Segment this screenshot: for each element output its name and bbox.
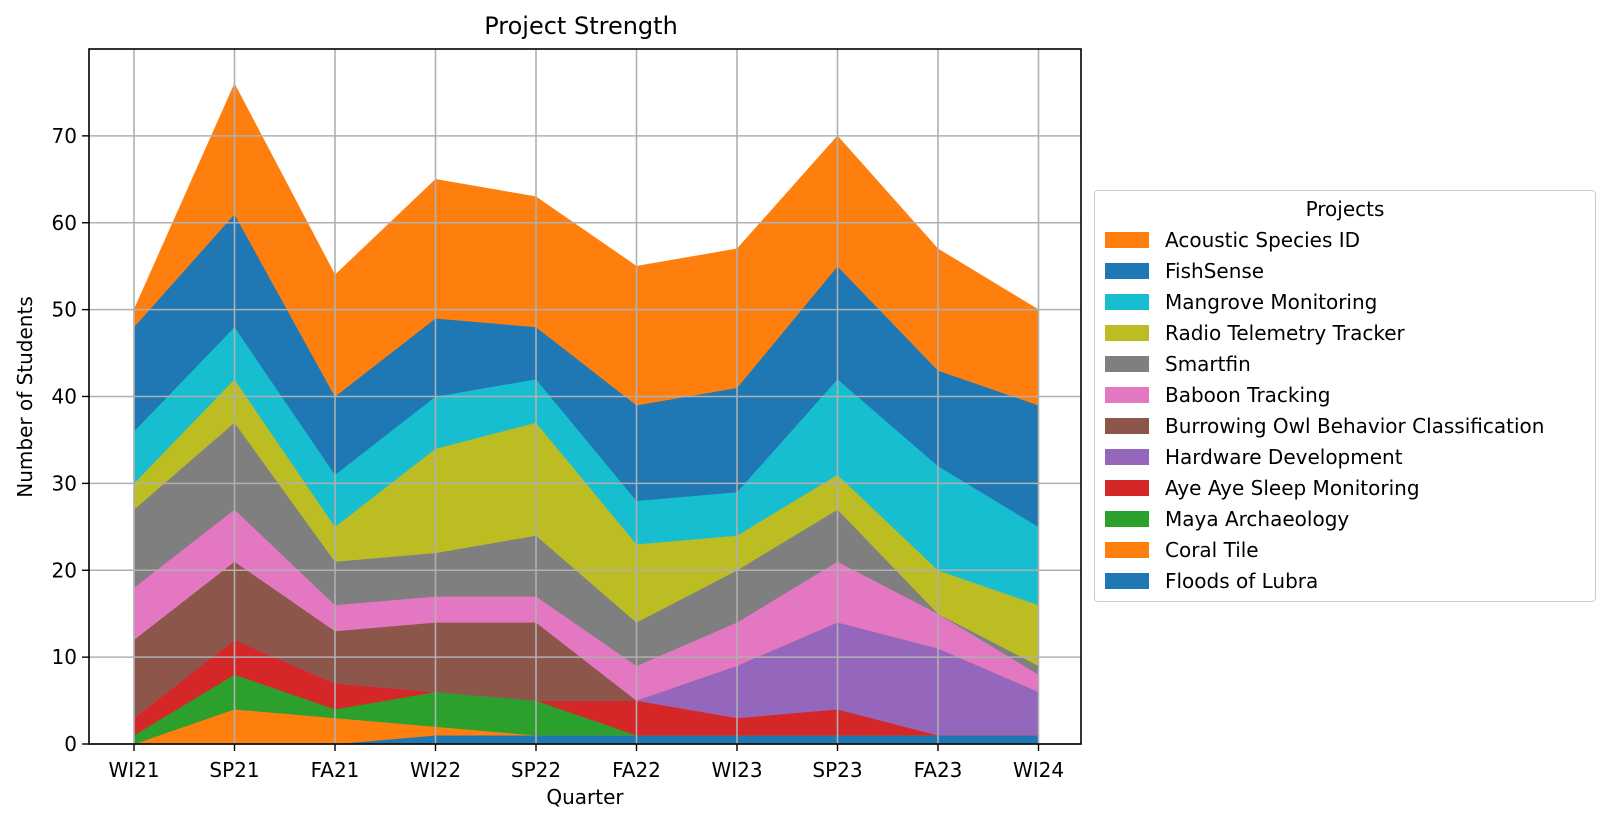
legend-swatch [1105, 573, 1149, 589]
legend-item: Floods of Lubra [1095, 566, 1595, 597]
legend-label: Baboon Tracking [1165, 383, 1331, 407]
legend-item: Coral Tile [1095, 535, 1595, 566]
x-tick-label: FA21 [311, 758, 360, 782]
y-tick-label: 20 [52, 558, 77, 582]
ticks-layer: WI21 SP21 FA21 WI22 SP22 FA22 WI23 SP23 FA23 WI24… [52, 124, 1065, 782]
legend: Projects Acoustic Species ID FishSense Man… [1094, 190, 1596, 602]
legend-label: Coral Tile [1165, 538, 1259, 562]
legend-swatch [1105, 449, 1149, 465]
x-tick-label: WI21 [108, 758, 159, 782]
legend-label: FishSense [1165, 259, 1265, 283]
legend-swatch [1105, 263, 1149, 279]
legend-label: Mangrove Monitoring [1165, 290, 1378, 314]
legend-label: Smartfin [1165, 352, 1251, 376]
legend-item: Smartfin [1095, 349, 1595, 380]
y-axis-label: Number of Students [13, 296, 37, 497]
x-tick-label: FA22 [612, 758, 661, 782]
legend-swatch [1105, 418, 1149, 434]
areas-layer [133, 83, 1039, 745]
legend-label: Floods of Lubra [1165, 569, 1319, 593]
legend-item: Hardware Development [1095, 442, 1595, 473]
legend-item: Mangrove Monitoring [1095, 287, 1595, 318]
legend-swatch [1105, 511, 1149, 527]
legend-swatch [1105, 480, 1149, 496]
legend-items: Acoustic Species ID FishSense Mangrove Mon… [1095, 225, 1595, 597]
x-tick-label: WI22 [410, 758, 461, 782]
y-tick-label: 70 [52, 124, 77, 148]
legend-swatch [1105, 356, 1149, 372]
legend-item: Radio Telemetry Tracker [1095, 318, 1595, 349]
x-tick-label: WI23 [711, 758, 762, 782]
x-tick-label: WI24 [1013, 758, 1064, 782]
legend-item: Baboon Tracking [1095, 380, 1595, 411]
x-tick-label: SP21 [209, 758, 259, 782]
legend-label: Burrowing Owl Behavior Classification [1165, 414, 1545, 438]
legend-item: Burrowing Owl Behavior Classification [1095, 411, 1595, 442]
x-axis-label: Quarter [546, 785, 624, 809]
legend-title: Projects [1305, 197, 1385, 221]
legend-swatch [1105, 325, 1149, 341]
legend-label: Radio Telemetry Tracker [1165, 321, 1405, 345]
y-tick-label: 60 [52, 211, 77, 235]
x-tick-label: FA23 [914, 758, 963, 782]
x-tick-label: SP23 [812, 758, 862, 782]
legend-label: Aye Aye Sleep Monitoring [1165, 476, 1420, 500]
y-tick-label: 50 [52, 298, 77, 322]
legend-swatch [1105, 542, 1149, 558]
legend-item: FishSense [1095, 256, 1595, 287]
legend-swatch [1105, 387, 1149, 403]
y-tick-label: 0 [64, 732, 77, 756]
plot-frame [88, 48, 1082, 745]
y-tick-label: 30 [52, 471, 77, 495]
legend-label: Acoustic Species ID [1165, 228, 1361, 252]
chart-title: Project Strength [484, 12, 678, 40]
legend-item: Maya Archaeology [1095, 504, 1595, 535]
legend-item: Aye Aye Sleep Monitoring [1095, 473, 1595, 504]
x-tick-label: SP22 [511, 758, 561, 782]
legend-swatch [1105, 294, 1149, 310]
legend-swatch [1105, 232, 1149, 248]
legend-label: Maya Archaeology [1165, 507, 1350, 531]
grid-layer [89, 49, 1081, 745]
legend-item: Acoustic Species ID [1095, 225, 1595, 256]
y-tick-label: 40 [52, 385, 77, 409]
y-tick-label: 10 [52, 645, 77, 669]
legend-label: Hardware Development [1165, 445, 1403, 469]
